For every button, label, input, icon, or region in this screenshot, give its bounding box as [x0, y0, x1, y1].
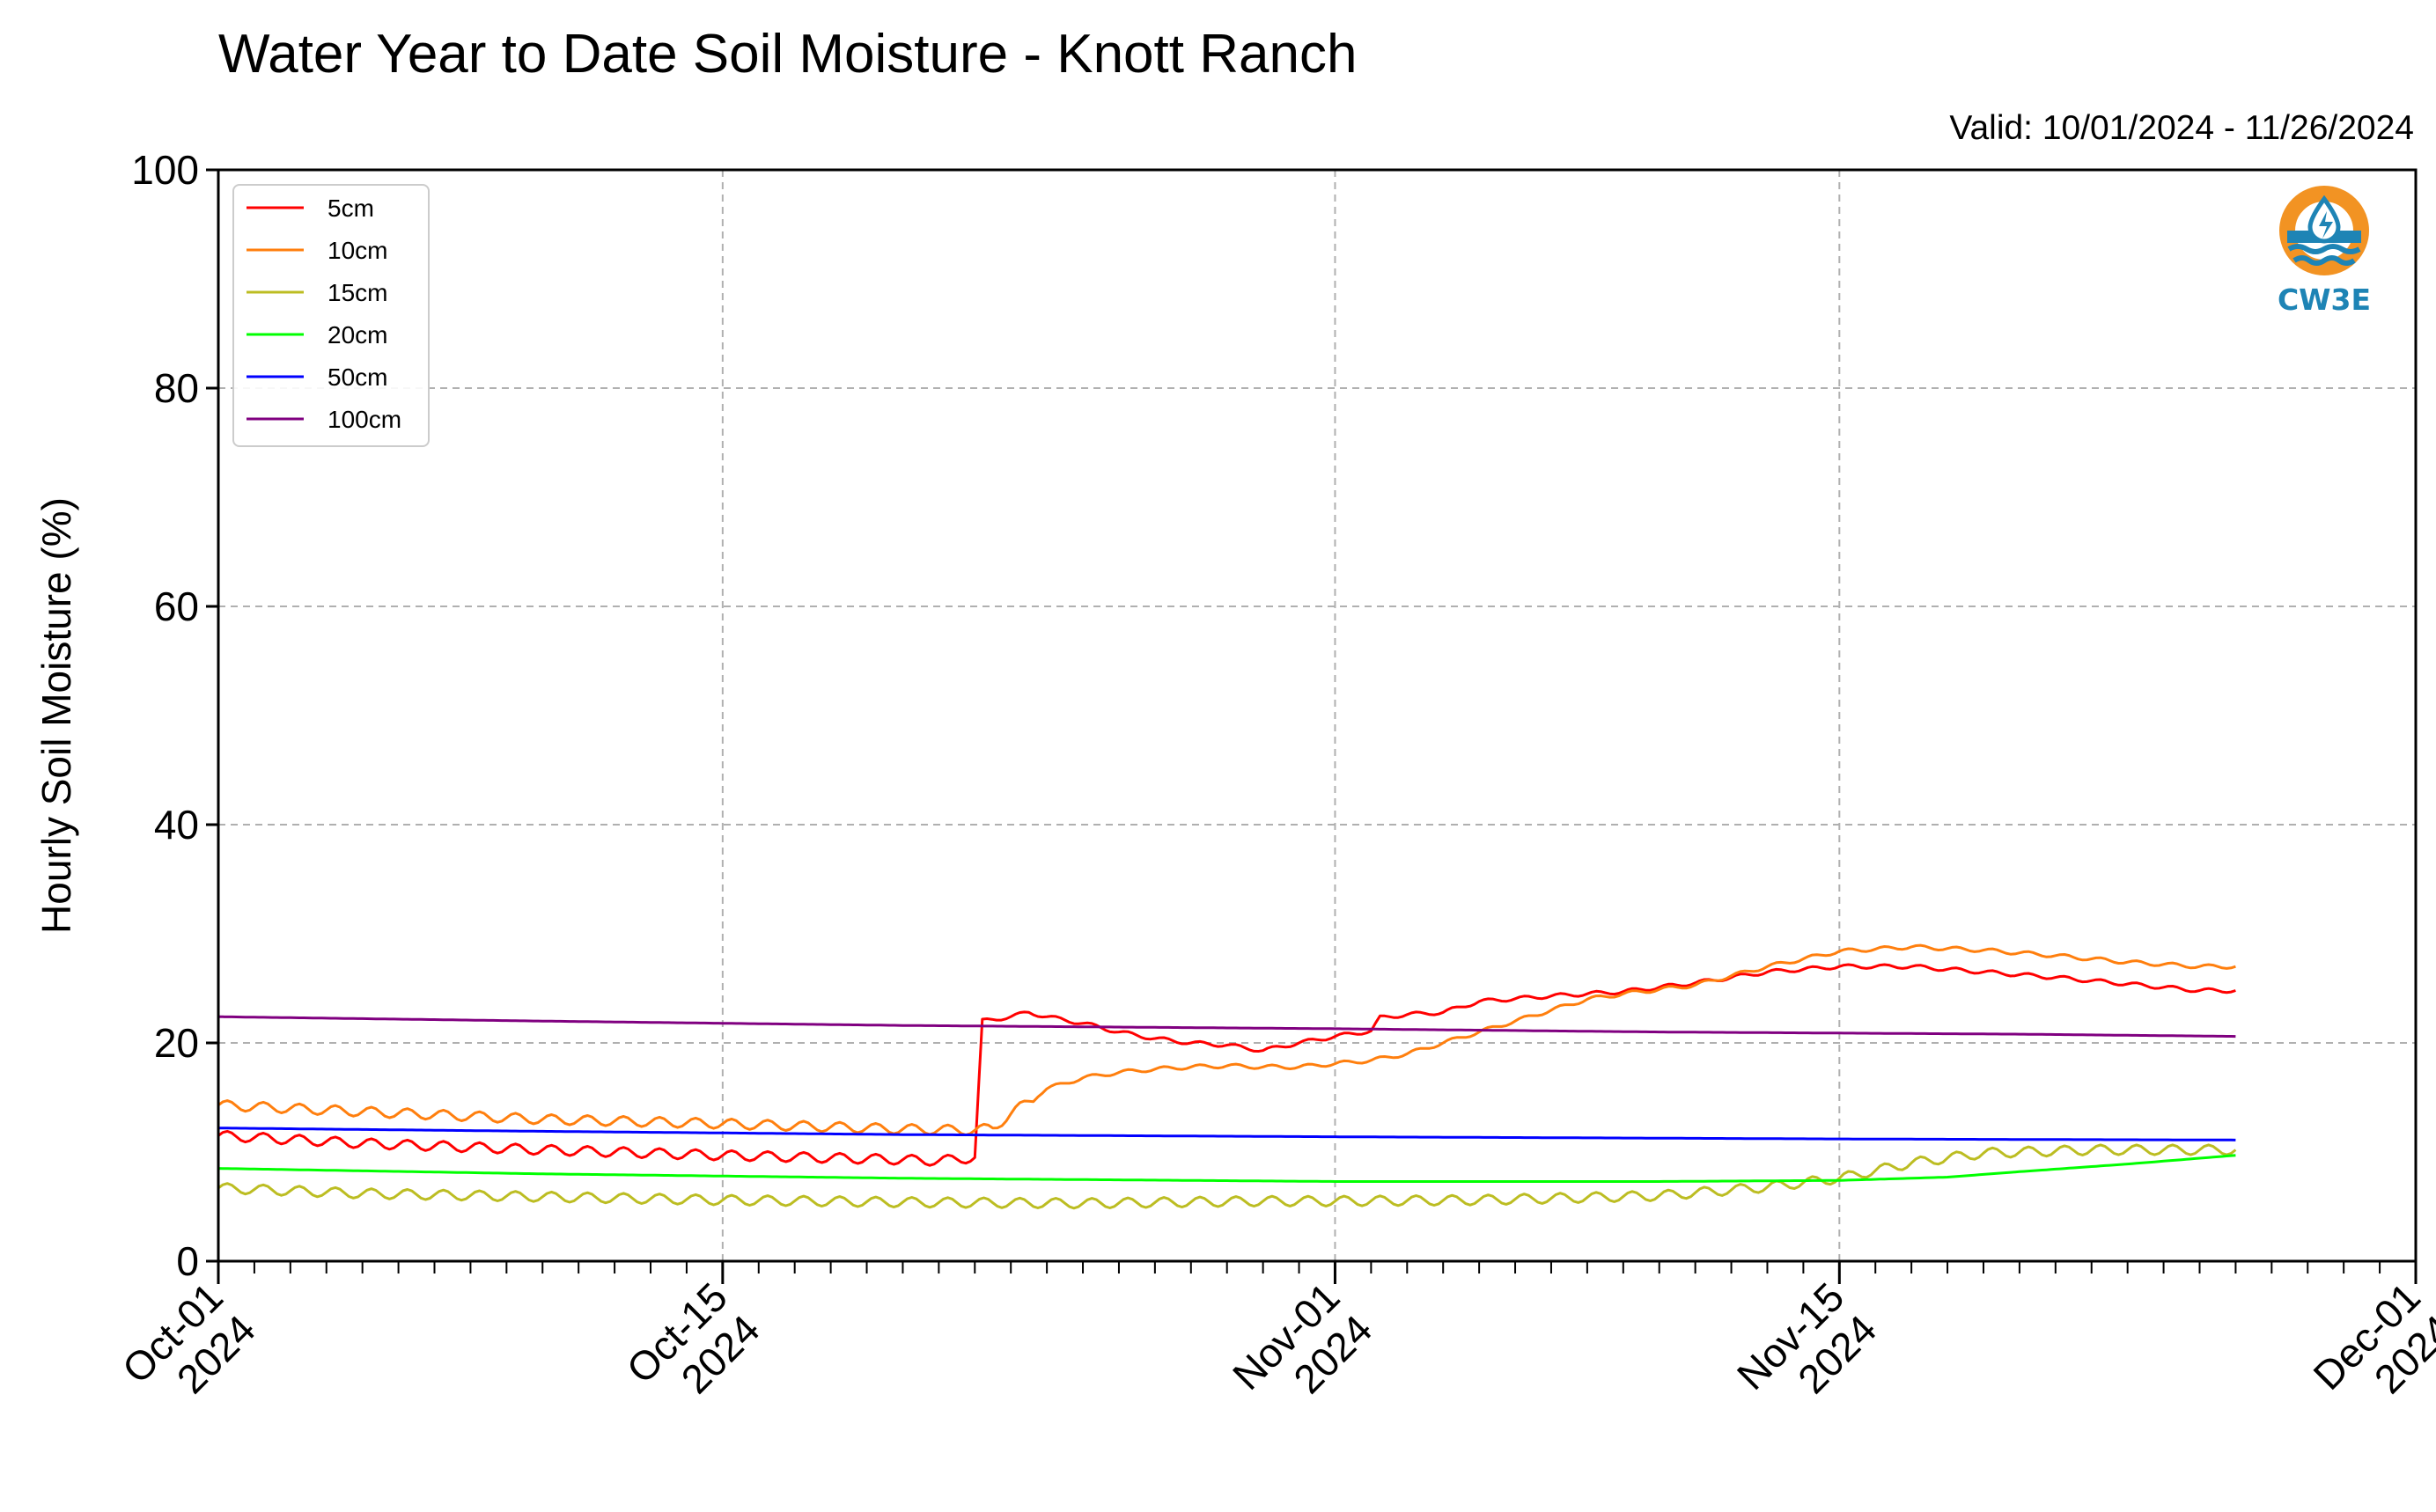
series-line-50cm — [217, 1127, 2236, 1141]
y-tick-label: 100 — [131, 147, 199, 193]
grid-lines — [218, 170, 2416, 1261]
bolt-icon — [2319, 211, 2333, 239]
logo-wave-1 — [2287, 244, 2361, 254]
legend-label-5cm: 5cm — [327, 195, 374, 222]
series-line-20cm — [217, 1154, 2236, 1183]
series-line-5cm — [217, 963, 2236, 1167]
logo-text: CW3E — [2278, 283, 2371, 317]
y-axis-label: Hourly Soil Moisture (%) — [33, 497, 79, 934]
axes — [217, 168, 2418, 1263]
series-lines — [217, 943, 2237, 1210]
y-tick-label: 80 — [154, 365, 199, 411]
series-line-10cm — [217, 943, 2236, 1137]
legend-label-20cm: 20cm — [327, 321, 387, 349]
y-tick-label: 20 — [154, 1020, 199, 1066]
chart-title: Water Year to Date Soil Moisture - Knott… — [218, 24, 1357, 84]
legend-label-10cm: 10cm — [327, 237, 387, 264]
y-tick-label: 60 — [154, 584, 199, 629]
series-line-15cm — [217, 1143, 2237, 1210]
y-tick-label: 40 — [154, 802, 199, 848]
cw3e-logo: CW3E — [2278, 186, 2371, 317]
plot-area-frame — [217, 168, 2418, 1263]
legend-label-15cm: 15cm — [327, 279, 387, 306]
legend: 5cm 10cm 15cm 20cm 50cm 100cm — [232, 184, 430, 447]
chart-subtitle: Valid: 10/01/2024 - 11/26/2024 — [1949, 109, 2414, 147]
logo-wave-2 — [2292, 255, 2356, 266]
legend-label-100cm: 100cm — [327, 406, 401, 433]
legend-label-50cm: 50cm — [327, 363, 387, 391]
series-line-100cm — [217, 1015, 2236, 1039]
y-tick-label: 0 — [176, 1238, 199, 1284]
